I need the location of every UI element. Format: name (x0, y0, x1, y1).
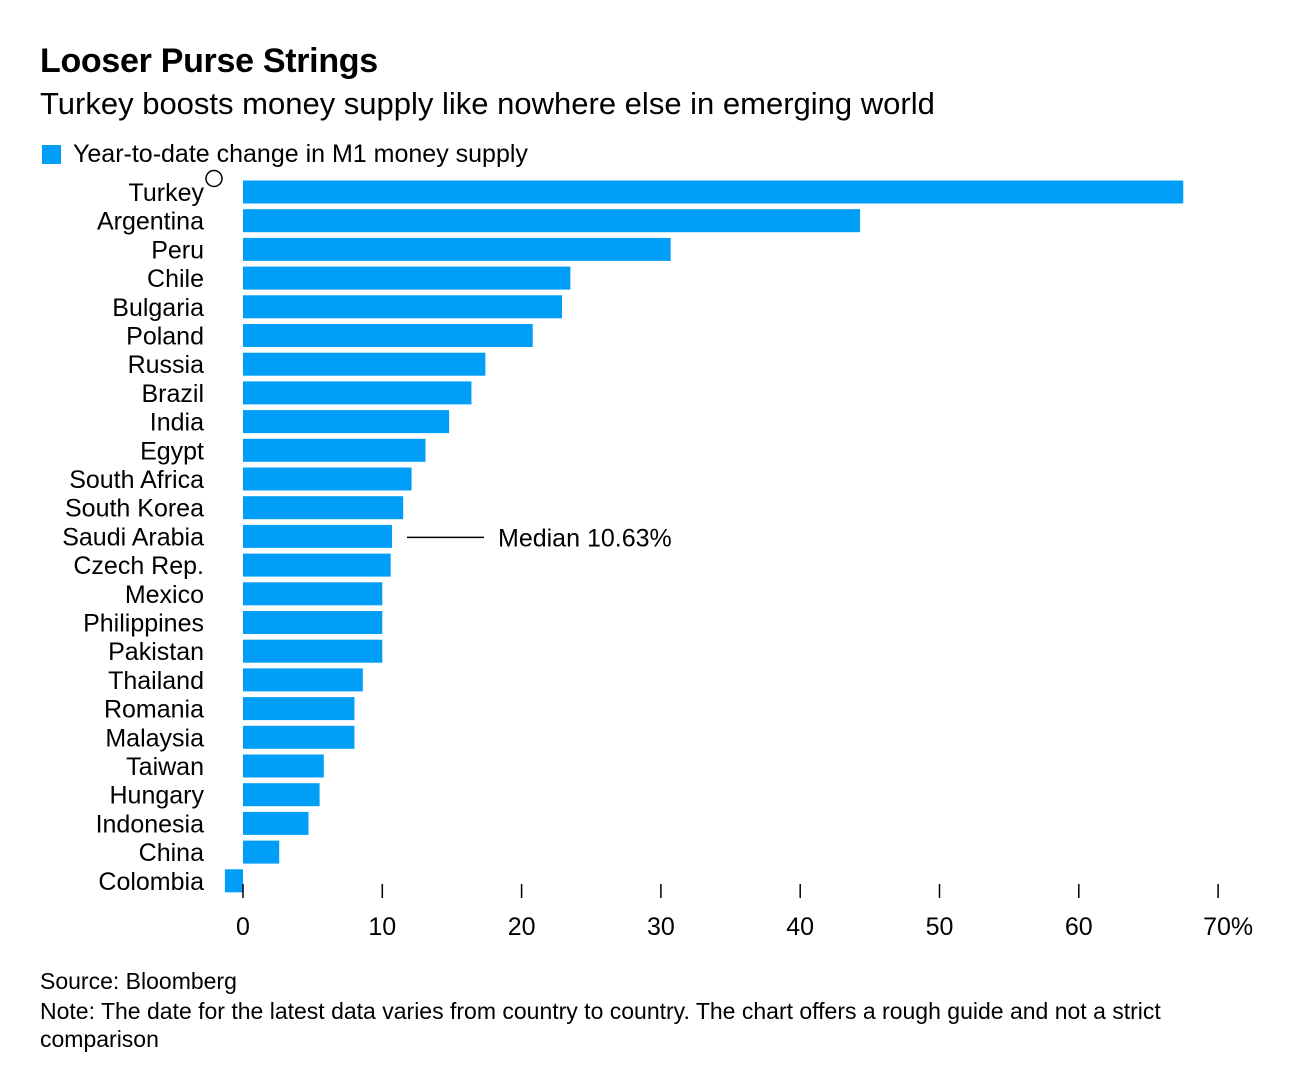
x-tick-label: 10 (368, 913, 396, 941)
median-annotation: Median 10.63% (498, 524, 672, 552)
bar-russia (243, 352, 486, 376)
category-label: Romania (104, 696, 204, 724)
category-label: Egypt (140, 437, 204, 465)
category-label: Bulgaria (112, 294, 204, 322)
bar-china (243, 840, 280, 864)
category-label: Thailand (108, 667, 204, 695)
category-label: Peru (151, 236, 204, 264)
legend-swatch (42, 145, 61, 164)
chart-subtitle: Turkey boosts money supply like nowhere … (40, 86, 935, 121)
bar-south-africa (243, 467, 412, 491)
legend-label: Year-to-date change in M1 money supply (73, 140, 528, 168)
category-label: Malaysia (105, 724, 204, 752)
bar-indonesia (243, 811, 309, 835)
bar-turkey (243, 180, 1184, 204)
bar-thailand (243, 668, 363, 692)
category-label: Saudi Arabia (62, 523, 204, 551)
category-label: Mexico (125, 581, 204, 609)
chart-title: Looser Purse Strings (40, 42, 378, 80)
category-label: Chile (147, 265, 204, 293)
note-text: Note: The date for the latest data varie… (40, 998, 1161, 1052)
category-label: Hungary (110, 782, 205, 810)
x-tick-label: 50 (926, 913, 954, 941)
bar-poland (243, 324, 533, 347)
open-circle-marker (205, 169, 223, 188)
bar-peru (243, 237, 671, 261)
category-label: Czech Rep. (73, 552, 204, 580)
category-label: Philippines (83, 610, 204, 638)
source-text: Source: Bloomberg (40, 968, 237, 994)
bar-saudi-arabia (243, 524, 393, 548)
bar-romania (243, 697, 355, 721)
bar-philippines (243, 611, 383, 634)
bar-brazil (243, 381, 472, 405)
legend: Year-to-date change in M1 money supply (42, 140, 528, 169)
x-tick-label: 20 (508, 913, 536, 941)
bar-bulgaria (243, 295, 562, 319)
bar-taiwan (243, 754, 324, 778)
category-label: Taiwan (126, 753, 204, 781)
category-label: Colombia (98, 868, 204, 896)
bar-chart: TurkeyArgentinaPeruChileBulgariaPolandRu… (62, 169, 1253, 941)
category-label: Turkey (129, 179, 205, 207)
bar-egypt (243, 438, 426, 462)
bar-hungary (243, 783, 320, 807)
x-tick-label: 70% (1203, 913, 1253, 941)
category-label: South Korea (65, 495, 204, 523)
category-label: Indonesia (96, 810, 205, 838)
bar-pakistan (243, 639, 383, 663)
bar-argentina (243, 209, 861, 233)
category-label: Brazil (141, 380, 204, 408)
category-label: India (150, 409, 204, 437)
bar-india (243, 410, 450, 434)
category-label: Pakistan (108, 638, 204, 666)
bar-czech-rep- (243, 553, 391, 577)
category-label: Poland (126, 323, 204, 351)
bar-mexico (243, 582, 383, 606)
bar-south-korea (243, 496, 404, 520)
category-label: Argentina (97, 208, 204, 236)
bar-chile (243, 266, 571, 290)
x-tick-label: 60 (1065, 913, 1093, 941)
bar-colombia (224, 869, 243, 893)
category-label: China (139, 839, 204, 867)
x-tick-label: 40 (786, 913, 814, 941)
bar-malaysia (243, 725, 355, 749)
x-tick-label: 30 (647, 913, 675, 941)
category-label: South Africa (69, 466, 204, 494)
category-label: Russia (128, 351, 205, 379)
x-tick-label: 0 (236, 913, 250, 941)
